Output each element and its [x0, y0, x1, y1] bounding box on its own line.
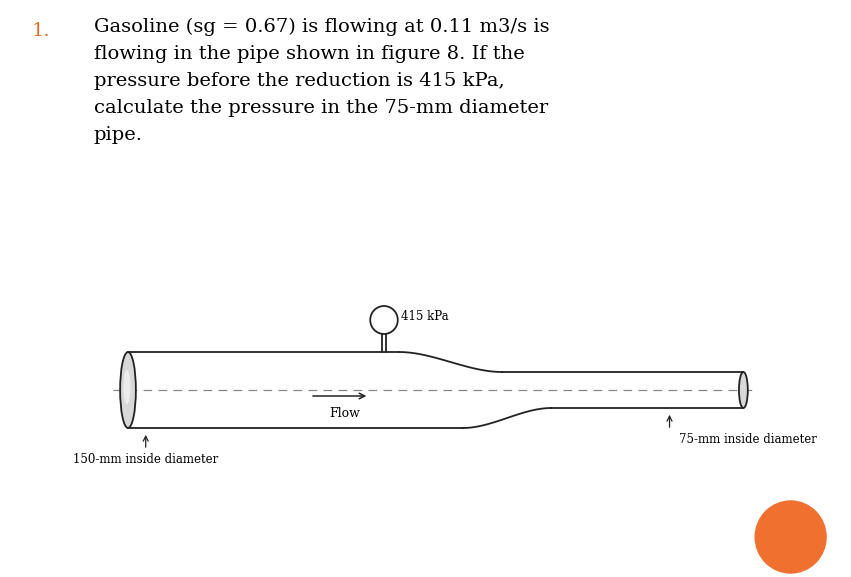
Circle shape: [370, 306, 397, 334]
Text: pipe.: pipe.: [94, 126, 142, 144]
Text: 415 kPa: 415 kPa: [401, 310, 448, 324]
Ellipse shape: [120, 352, 136, 428]
Text: 1.: 1.: [31, 22, 50, 40]
Text: 150-mm inside diameter: 150-mm inside diameter: [73, 453, 219, 466]
Text: flowing in the pipe shown in figure 8. If the: flowing in the pipe shown in figure 8. I…: [94, 45, 524, 63]
Text: Gasoline (sg = 0.67) is flowing at 0.11 m3/s is: Gasoline (sg = 0.67) is flowing at 0.11 …: [94, 18, 549, 36]
Text: Flow: Flow: [329, 407, 360, 420]
Text: calculate the pressure in the 75-mm diameter: calculate the pressure in the 75-mm diam…: [94, 99, 548, 117]
Circle shape: [755, 501, 826, 573]
Ellipse shape: [739, 372, 748, 408]
Text: 75-mm inside diameter: 75-mm inside diameter: [679, 433, 817, 446]
Ellipse shape: [123, 370, 130, 404]
Text: pressure before the reduction is 415 kPa,: pressure before the reduction is 415 kPa…: [94, 72, 504, 90]
